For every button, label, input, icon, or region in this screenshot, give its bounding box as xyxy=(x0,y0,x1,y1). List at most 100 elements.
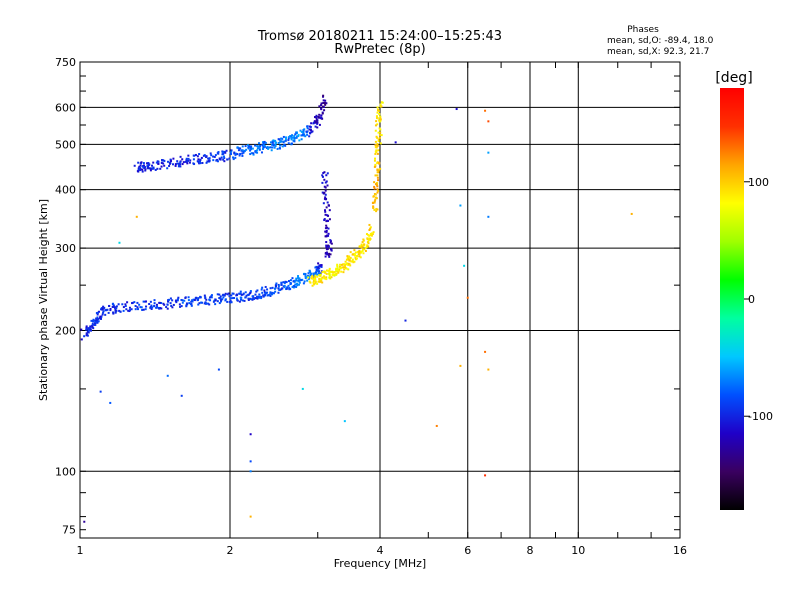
data-point-579 xyxy=(192,158,195,161)
data-point-900 xyxy=(326,201,329,204)
data-point-292 xyxy=(244,291,247,294)
data-point-1248 xyxy=(375,115,378,118)
data-point-1064 xyxy=(343,263,346,266)
data-point-1153 xyxy=(369,227,372,230)
data-point-261 xyxy=(229,297,232,300)
data-point-700 xyxy=(258,147,261,150)
axis-ticks xyxy=(79,61,681,538)
data-point-410 xyxy=(296,277,299,280)
data-point-844 xyxy=(315,117,318,120)
data-point-571 xyxy=(185,157,188,160)
data-point-1107 xyxy=(357,253,360,256)
data-point-283 xyxy=(243,299,246,302)
data-point-48 xyxy=(97,320,100,323)
data-point-1032 xyxy=(335,270,338,273)
data-point-413 xyxy=(297,280,300,283)
data-point-15 xyxy=(89,329,92,332)
data-point-57 xyxy=(101,313,104,316)
data-point-1057 xyxy=(340,263,343,266)
data-point-213 xyxy=(199,295,202,298)
data-point-28 xyxy=(91,326,94,329)
data-point-1034 xyxy=(335,268,338,271)
data-point-515 xyxy=(149,167,152,170)
data-point-772 xyxy=(287,142,290,145)
data-point-934 xyxy=(325,241,328,244)
data-point-762 xyxy=(289,135,292,138)
data-point-1217 xyxy=(375,149,378,152)
data-point-1046 xyxy=(337,270,340,273)
data-point-963 xyxy=(311,284,314,287)
data-point-262 xyxy=(230,301,233,304)
data-point-332 xyxy=(266,288,269,291)
data-point-361 xyxy=(277,287,280,290)
data-point-974 xyxy=(312,278,315,281)
data-point-688 xyxy=(256,149,259,152)
data-point-1009 xyxy=(329,270,332,273)
data-point-935 xyxy=(329,241,332,244)
data-point-2 xyxy=(86,334,89,337)
data-point-198 xyxy=(190,303,193,306)
data-point-280 xyxy=(239,292,242,295)
data-point-649 xyxy=(234,156,237,159)
data-point-633 xyxy=(222,151,225,154)
data-point-119 xyxy=(134,308,137,311)
data-point-112 xyxy=(130,308,133,311)
data-point-620 xyxy=(217,152,220,155)
data-point-1206 xyxy=(376,162,379,165)
data-point-344 xyxy=(271,291,274,294)
data-point-817 xyxy=(305,130,308,133)
data-point-1147 xyxy=(368,238,371,241)
data-point-269 xyxy=(231,292,234,295)
data-point-125 xyxy=(136,308,139,311)
data-point-601 xyxy=(207,157,210,160)
data-point-289 xyxy=(240,293,243,296)
data-point-586 xyxy=(197,160,200,163)
data-point-1187 xyxy=(373,181,376,184)
data-point-721 xyxy=(266,145,269,148)
data-point-211 xyxy=(197,297,200,300)
data-point-102 xyxy=(121,303,124,306)
data-point-1219 xyxy=(374,144,377,147)
data-point-506 xyxy=(146,162,149,165)
data-point-128 xyxy=(144,308,147,311)
data-point-865 xyxy=(321,112,324,115)
data-point-197 xyxy=(191,300,194,303)
data-point-636 xyxy=(224,151,227,154)
data-point-756 xyxy=(284,139,287,142)
data-point-151 xyxy=(160,302,163,305)
data-point-1250 xyxy=(376,111,379,114)
data-point-1098 xyxy=(353,252,356,255)
data-point-954 xyxy=(329,253,332,256)
data-point-501 xyxy=(141,165,144,168)
data-point-296 xyxy=(247,297,250,300)
data-point-70 xyxy=(102,305,105,308)
data-point-44 xyxy=(94,320,97,323)
data-point-1151 xyxy=(368,228,371,231)
data-point-1181 xyxy=(373,185,376,188)
data-point-879 xyxy=(322,94,325,97)
data-point-159 xyxy=(165,306,168,309)
data-point-194 xyxy=(192,298,195,301)
data-point-913 xyxy=(324,213,327,216)
data-point-1271 xyxy=(435,424,438,427)
data-point-1230 xyxy=(378,133,381,136)
data-point-106 xyxy=(126,301,129,304)
data-point-1038 xyxy=(338,268,341,271)
data-point-370 xyxy=(279,288,282,291)
y-tick-label-7: 750 xyxy=(55,56,76,69)
data-point-148 xyxy=(155,306,158,309)
data-point-307 xyxy=(255,290,258,293)
data-point-1220 xyxy=(374,146,377,149)
data-point-349 xyxy=(269,292,272,295)
data-point-796 xyxy=(297,135,300,138)
data-point-629 xyxy=(223,156,226,159)
data-point-1246 xyxy=(379,116,382,119)
data-point-1113 xyxy=(362,252,365,255)
data-point-489 xyxy=(139,164,142,167)
data-point-384 xyxy=(288,287,291,290)
data-point-778 xyxy=(291,134,294,137)
data-point-1155 xyxy=(370,234,373,237)
data-point-519 xyxy=(148,163,151,166)
data-point-13 xyxy=(89,328,92,331)
data-point-172 xyxy=(176,299,179,302)
